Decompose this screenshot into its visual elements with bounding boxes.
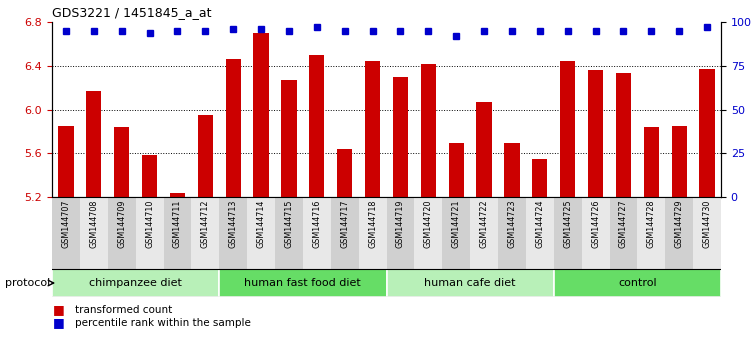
- Text: GSM144715: GSM144715: [285, 199, 294, 248]
- Text: chimpanzee diet: chimpanzee diet: [89, 278, 182, 288]
- Bar: [330, 197, 359, 269]
- Text: GSM144719: GSM144719: [396, 199, 405, 248]
- Text: GSM144708: GSM144708: [89, 199, 98, 247]
- Bar: [170, 193, 185, 197]
- Bar: [219, 269, 387, 297]
- Bar: [665, 197, 693, 269]
- Bar: [448, 143, 464, 197]
- Bar: [470, 197, 498, 269]
- Bar: [282, 80, 297, 197]
- Bar: [415, 197, 442, 269]
- Text: GSM144721: GSM144721: [451, 199, 460, 248]
- Text: GSM144720: GSM144720: [424, 199, 433, 248]
- Text: human cafe diet: human cafe diet: [424, 278, 516, 288]
- Text: human fast food diet: human fast food diet: [245, 278, 361, 288]
- Bar: [80, 197, 107, 269]
- Text: GSM144718: GSM144718: [368, 199, 377, 247]
- Text: protocol: protocol: [5, 278, 50, 288]
- Bar: [219, 197, 247, 269]
- Text: GSM144728: GSM144728: [647, 199, 656, 248]
- Text: GSM144727: GSM144727: [619, 199, 628, 248]
- Text: GSM144717: GSM144717: [340, 199, 349, 248]
- Text: ■: ■: [53, 316, 65, 330]
- Text: GSM144729: GSM144729: [674, 199, 683, 248]
- Bar: [142, 155, 157, 197]
- Text: GSM144730: GSM144730: [703, 199, 711, 247]
- Text: GSM144722: GSM144722: [480, 199, 489, 248]
- Bar: [107, 197, 136, 269]
- Bar: [526, 197, 553, 269]
- Text: GSM144710: GSM144710: [145, 199, 154, 247]
- Bar: [359, 197, 387, 269]
- Bar: [86, 91, 101, 197]
- Bar: [303, 197, 330, 269]
- Bar: [192, 197, 219, 269]
- Bar: [52, 269, 219, 297]
- Bar: [309, 55, 324, 197]
- Text: control: control: [618, 278, 656, 288]
- Bar: [387, 197, 415, 269]
- Bar: [553, 197, 581, 269]
- Text: GSM144709: GSM144709: [117, 199, 126, 248]
- Bar: [671, 126, 687, 197]
- Bar: [337, 149, 352, 197]
- Bar: [52, 197, 80, 269]
- Bar: [532, 159, 547, 197]
- Bar: [365, 61, 380, 197]
- Text: GDS3221 / 1451845_a_at: GDS3221 / 1451845_a_at: [52, 6, 212, 19]
- Bar: [393, 77, 408, 197]
- Text: ■: ■: [53, 303, 65, 316]
- Bar: [644, 127, 659, 197]
- Text: GSM144725: GSM144725: [563, 199, 572, 248]
- Bar: [693, 197, 721, 269]
- Bar: [498, 197, 526, 269]
- Text: GSM144714: GSM144714: [257, 199, 266, 247]
- Bar: [504, 143, 520, 197]
- Bar: [638, 197, 665, 269]
- Text: GSM144713: GSM144713: [229, 199, 237, 247]
- Bar: [59, 126, 74, 197]
- Text: GSM144712: GSM144712: [201, 199, 210, 248]
- Bar: [275, 197, 303, 269]
- Bar: [247, 197, 275, 269]
- Bar: [699, 69, 715, 197]
- Text: percentile rank within the sample: percentile rank within the sample: [75, 318, 251, 328]
- Bar: [442, 197, 470, 269]
- Bar: [553, 269, 721, 297]
- Text: GSM144711: GSM144711: [173, 199, 182, 247]
- Text: GSM144723: GSM144723: [508, 199, 517, 248]
- Bar: [164, 197, 192, 269]
- Bar: [387, 269, 553, 297]
- Text: transformed count: transformed count: [75, 305, 172, 315]
- Bar: [616, 73, 631, 197]
- Text: GSM144724: GSM144724: [535, 199, 544, 248]
- Bar: [225, 59, 241, 197]
- Text: GSM144716: GSM144716: [312, 199, 321, 247]
- Bar: [198, 115, 213, 197]
- Bar: [588, 70, 603, 197]
- Text: GSM144726: GSM144726: [591, 199, 600, 248]
- Text: GSM144707: GSM144707: [62, 199, 71, 248]
- Bar: [476, 102, 492, 197]
- Bar: [253, 33, 269, 197]
- Bar: [421, 64, 436, 197]
- Bar: [136, 197, 164, 269]
- Bar: [610, 197, 638, 269]
- Bar: [114, 127, 129, 197]
- Bar: [581, 197, 610, 269]
- Bar: [560, 61, 575, 197]
